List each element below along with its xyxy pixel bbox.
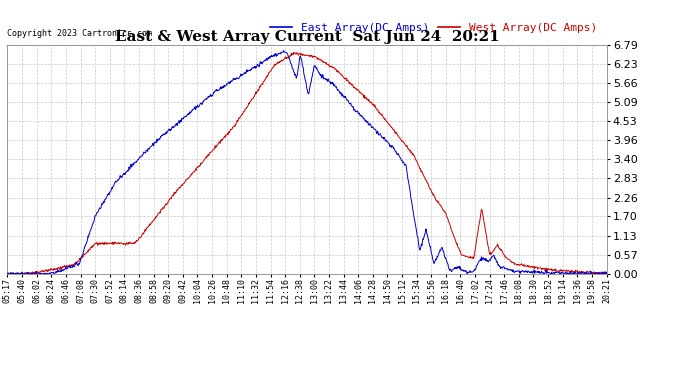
Text: Copyright 2023 Cartronics.com: Copyright 2023 Cartronics.com xyxy=(7,29,152,38)
Title: East & West Array Current  Sat Jun 24  20:21: East & West Array Current Sat Jun 24 20:… xyxy=(115,30,500,44)
Legend: East Array(DC Amps), West Array(DC Amps): East Array(DC Amps), West Array(DC Amps) xyxy=(265,18,602,38)
